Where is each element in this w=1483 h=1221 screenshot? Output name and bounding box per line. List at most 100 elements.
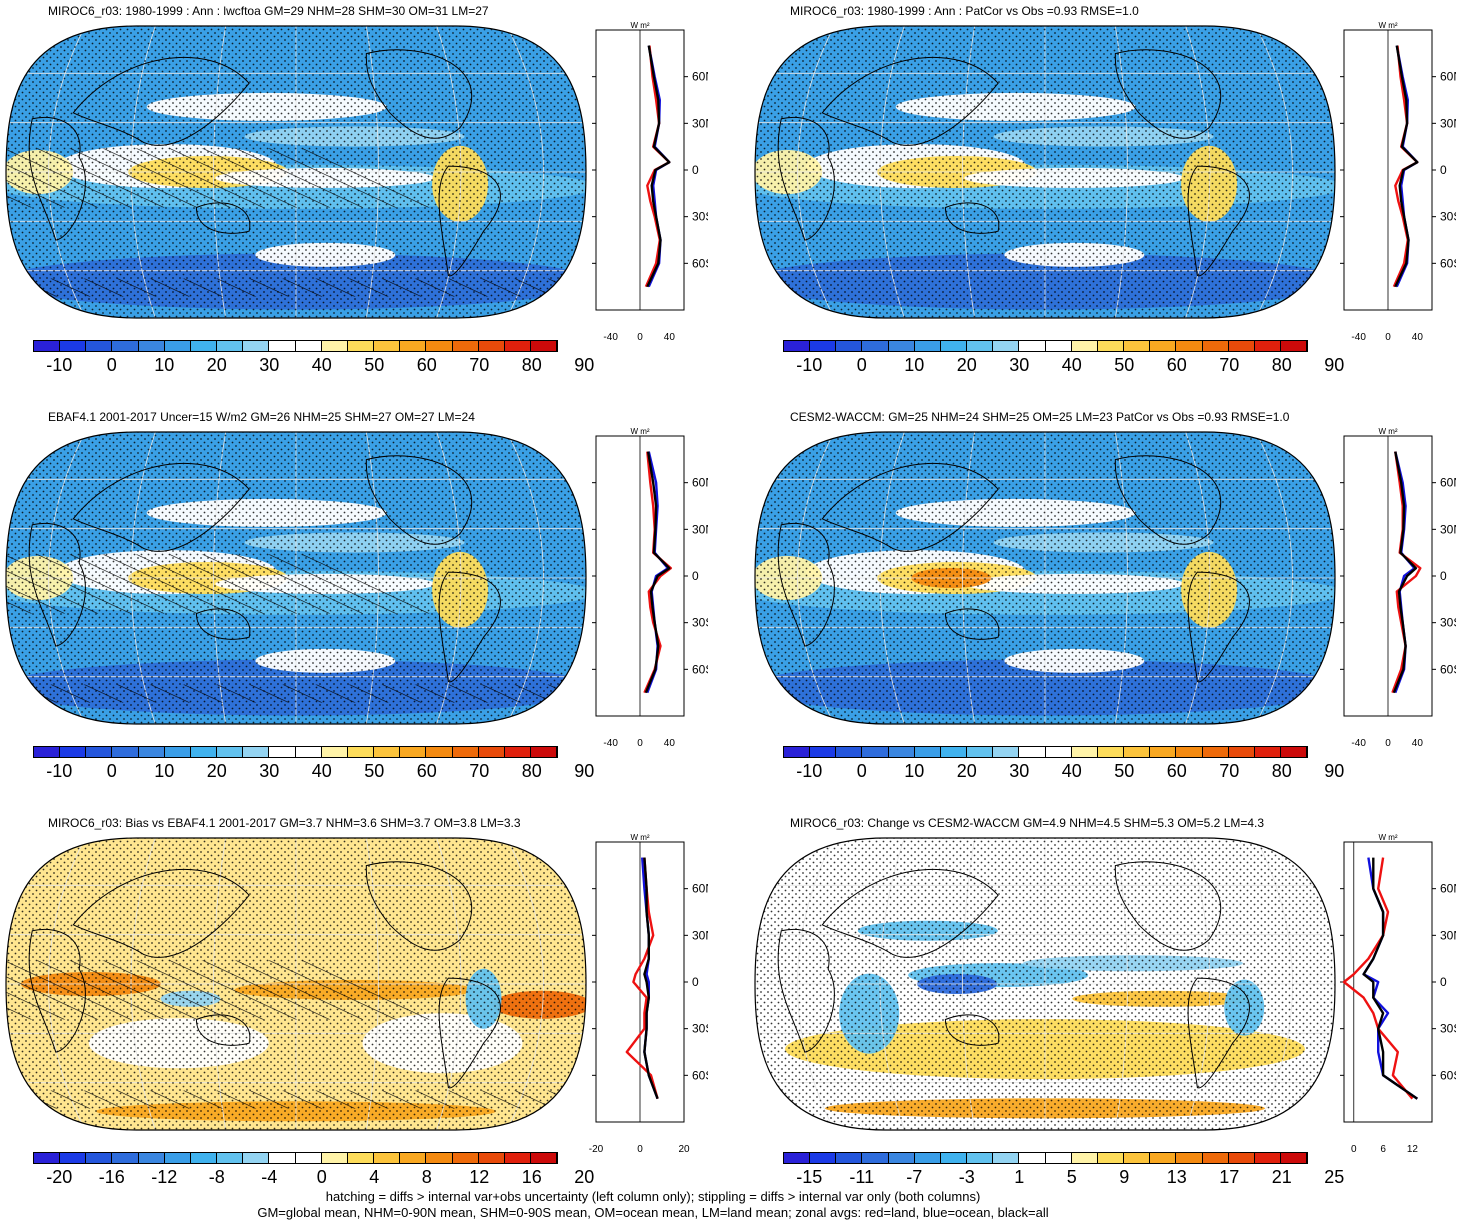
- colorbar-tick-label: 80: [1271, 355, 1292, 375]
- colorbar-tick-label: 25: [1324, 1167, 1345, 1187]
- colorbar-tick-label: 90: [1324, 355, 1345, 375]
- zonal-series-ocean: [1362, 857, 1418, 1100]
- colorbar-swatch: [400, 341, 427, 351]
- zonal-x-tick-label: -40: [1351, 738, 1366, 749]
- colorbar-tick-label: -12: [151, 1167, 178, 1187]
- zonal-x-ticks: -40 0 40: [1336, 738, 1456, 752]
- colorbar-tick-label: 16: [521, 1167, 542, 1187]
- colorbar-swatch: [34, 1153, 61, 1163]
- colorbar-swatch: [993, 1153, 1020, 1163]
- colorbar-swatch: [914, 1153, 941, 1163]
- colorbar-swatch: [347, 747, 375, 757]
- colorbar-swatch: [347, 341, 375, 351]
- zonal-x-tick-label: 6: [1380, 1144, 1386, 1155]
- colorbar-swatch: [478, 341, 505, 351]
- zonal-mean-plot-6: W m² 60N 30N 0 30S 60S: [1340, 833, 1462, 1123]
- colorbar-tick-label: 70: [1219, 355, 1240, 375]
- colorbar-swatch: [269, 747, 296, 757]
- colorbar-tick-label: 20: [206, 761, 227, 781]
- colorbar-tick-label: 50: [1114, 761, 1135, 781]
- map-4: [754, 431, 1336, 725]
- footer-line-1: hatching = diffs > internal var+obs unce…: [325, 1189, 981, 1204]
- colorbar-swatch: [530, 1153, 558, 1163]
- colorbar-labels: -20 -16 -12 -8 -4 0 4 8 12 16 20: [33, 1166, 594, 1188]
- zonal-series-land: [1392, 45, 1419, 288]
- colorbar-swatch: [86, 341, 113, 351]
- zonal-x-ticks: -40 0 40: [1336, 332, 1456, 346]
- lat-tick-label: 30S: [692, 1022, 708, 1036]
- colorbar-tick-label: 17: [1219, 1167, 1240, 1187]
- zonal-series-all: [1392, 451, 1418, 694]
- colorbar-swatch: [1202, 747, 1229, 757]
- zonal-mean-plot-5: W m² 60N 30N 0 30S 60S: [592, 833, 714, 1123]
- colorbar-swatch: [269, 1153, 296, 1163]
- colorbar-swatch: [164, 1153, 191, 1163]
- colorbar-tick-label: -11: [849, 1167, 875, 1187]
- lat-tick-label: 60S: [692, 1068, 708, 1082]
- colorbar-tick-label: 10: [904, 761, 925, 781]
- colorbar-labels: -10 0 10 20 30 40 50 60 70 80 90: [33, 354, 594, 376]
- colorbar-tick-label: 20: [574, 1167, 595, 1187]
- zonal-units-label: W m²: [1378, 427, 1397, 436]
- colorbar-swatch: [190, 1153, 218, 1163]
- colorbar-tick-label: 30: [1009, 355, 1030, 375]
- colorbar-swatch: [374, 1153, 401, 1163]
- colorbar-swatch: [60, 747, 87, 757]
- colorbar-swatch: [1176, 1153, 1203, 1163]
- colorbar-swatch: [295, 747, 322, 757]
- zonal-series-all: [1362, 857, 1418, 1100]
- colorbar-swatch: [190, 341, 218, 351]
- colorbar-swatch: [426, 341, 453, 351]
- colorbar-tick-label: -8: [208, 1167, 225, 1187]
- zonal-series-land: [1391, 451, 1422, 694]
- colorbar-tick-label: 70: [1219, 761, 1240, 781]
- colorbar-tick-label: -4: [261, 1167, 278, 1187]
- colorbar-swatch: [504, 341, 531, 351]
- colorbar-swatch: [478, 747, 505, 757]
- colorbar-tick-label: 0: [856, 761, 867, 781]
- zonal-x-tick-label: -40: [603, 738, 618, 749]
- colorbar-swatch: [374, 747, 401, 757]
- colorbar-swatch: [1228, 747, 1255, 757]
- colorbar-swatch: [862, 747, 889, 757]
- colorbar-swatch: [1202, 341, 1229, 351]
- colorbar-tick-label: 4: [369, 1167, 380, 1187]
- zonal-x-tick-label: -40: [603, 332, 618, 343]
- colorbar-tick-label: 0: [316, 1167, 327, 1187]
- lat-tick-label: 60S: [692, 256, 708, 270]
- colorbar-swatch: [1254, 341, 1281, 351]
- zonal-x-ticks: -40 0 40: [588, 332, 708, 346]
- footer-line-2: GM=global mean, NHM=0-90N mean, SHM=0-90…: [257, 1205, 1049, 1220]
- colorbar-swatch: [1097, 341, 1125, 351]
- colorbar-swatch: [836, 1153, 863, 1163]
- colorbar-tick-label: 0: [106, 355, 117, 375]
- colorbar-swatch: [1019, 1153, 1046, 1163]
- colorbar-tick-label: 0: [856, 355, 867, 375]
- zonal-series-all: [646, 45, 671, 288]
- colorbar-swatch: [967, 341, 994, 351]
- colorbar-tick-label: 70: [469, 761, 490, 781]
- zonal-x-tick-label: 0: [1385, 738, 1391, 749]
- colorbar-tick-label: 40: [311, 355, 332, 375]
- colorbar-swatch: [164, 341, 191, 351]
- colorbar-swatch: [86, 747, 113, 757]
- colorbar-swatch: [1254, 1153, 1281, 1163]
- colorbar-tick-label: 80: [521, 761, 542, 781]
- panel-title: MIROC6_r03: Bias vs EBAF4.1 2001-2017 GM…: [48, 816, 521, 830]
- colorbar-tick-label: 20: [956, 761, 977, 781]
- colorbar-swatch: [888, 341, 915, 351]
- colorbar-swatch: [112, 341, 139, 351]
- colorbar-tick-label: -7: [906, 1167, 923, 1187]
- colorbar-swatch: [993, 341, 1020, 351]
- colorbar-swatch: [1176, 341, 1203, 351]
- colorbar-swatch: [784, 341, 811, 351]
- lat-tick-label: 0: [692, 975, 699, 989]
- colorbar-swatch: [1045, 341, 1072, 351]
- map-2: [754, 25, 1336, 319]
- colorbar-swatch: [1280, 1153, 1308, 1163]
- colorbar-swatch: [138, 747, 165, 757]
- zonal-x-tick-label: 0: [637, 1144, 643, 1155]
- colorbar-swatch: [269, 341, 296, 351]
- zonal-units-label: W m²: [630, 21, 649, 30]
- colorbar-tick-label: -10: [796, 761, 823, 781]
